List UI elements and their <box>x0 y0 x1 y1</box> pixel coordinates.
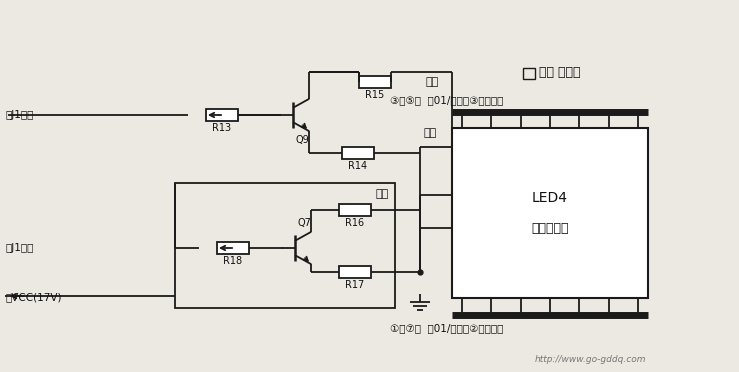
Text: 红线: 红线 <box>424 128 437 138</box>
Bar <box>523 68 535 79</box>
Text: 接J1⑬脚: 接J1⑬脚 <box>5 110 33 120</box>
Bar <box>206 109 238 121</box>
Bar <box>452 128 648 298</box>
Text: http://www.go-gddq.com: http://www.go-gddq.com <box>534 356 646 365</box>
Text: 接J1⑭脚: 接J1⑭脚 <box>5 243 33 253</box>
Bar <box>339 204 371 216</box>
Text: 接VCC(17V): 接VCC(17V) <box>5 292 61 302</box>
Text: 广东 沈苏民: 广东 沈苏民 <box>539 67 581 80</box>
Text: R14: R14 <box>348 161 367 171</box>
Text: R15: R15 <box>365 90 384 100</box>
Text: R13: R13 <box>212 123 231 133</box>
Bar <box>342 147 374 159</box>
Bar <box>339 266 371 278</box>
Text: 绿线: 绿线 <box>425 77 438 87</box>
Text: R17: R17 <box>345 280 364 290</box>
Text: ①～⑦脚  接01/单片机②４～３０: ①～⑦脚 接01/单片机②４～３０ <box>390 323 503 333</box>
Text: 液晶显示屏: 液晶显示屏 <box>531 221 569 234</box>
Text: R18: R18 <box>223 256 242 266</box>
Text: 黑线: 黑线 <box>375 189 388 199</box>
Text: R16: R16 <box>345 218 364 228</box>
Text: Q9: Q9 <box>295 135 309 145</box>
Text: Q7: Q7 <box>297 218 311 228</box>
Bar <box>175 183 395 308</box>
Text: ③～⑤脚  接01/单片机③１～３８: ③～⑤脚 接01/单片机③１～３８ <box>390 95 503 105</box>
Text: LED4: LED4 <box>532 191 568 205</box>
Bar <box>217 242 249 254</box>
Bar <box>359 76 391 88</box>
